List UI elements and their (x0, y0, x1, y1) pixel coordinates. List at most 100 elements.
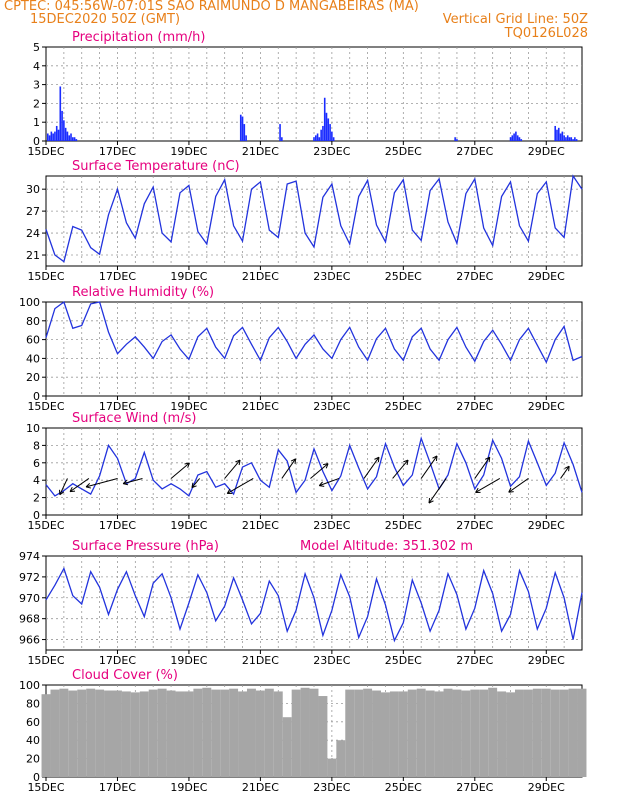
precip-ytick-label: 4 (33, 60, 40, 73)
wind-vector (508, 478, 529, 493)
pressure-ytick-label: 974 (19, 550, 40, 563)
cloud-xtick-label: 19DEC (170, 781, 207, 794)
precip-bar (314, 135, 317, 141)
precip-bar (61, 110, 63, 141)
wind-vector (281, 458, 297, 479)
wind-vector-shaft (428, 478, 447, 504)
wind-vector-head (508, 491, 514, 493)
precip-bar (572, 139, 574, 141)
wind-frame (45, 427, 583, 516)
precip-bar (279, 124, 281, 141)
wind-vector-head (187, 462, 190, 468)
wind-vector (226, 478, 254, 494)
cloud-bar (139, 691, 149, 777)
wind-xtick-label: 29DEC (528, 519, 565, 532)
wind-vector (170, 462, 190, 479)
cloud-bar (113, 690, 122, 777)
precip-bar (327, 118, 330, 141)
cloud-bar (309, 688, 319, 777)
wind-vector-shaft (319, 477, 340, 487)
cloud-ytick-label: 80 (26, 697, 40, 710)
precip-bar (322, 125, 324, 141)
precip-bar (245, 135, 247, 141)
cloud-bar (568, 688, 578, 777)
cloud-ytick-label: 0 (33, 771, 40, 784)
wind-vector-head (377, 457, 380, 463)
cloud-bar (220, 689, 230, 777)
temperature-xtick-label: 21DEC (242, 270, 279, 283)
humidity-xtick-label: 27DEC (456, 400, 493, 413)
cloud-bar (184, 691, 194, 777)
cloud-bar (175, 691, 185, 777)
wind-vector-shaft (85, 477, 118, 488)
precip-bar (318, 137, 321, 141)
precip-bar (568, 137, 571, 141)
wind-vector-shaft (310, 463, 329, 479)
cloud-bar (264, 688, 274, 777)
wind-ytick-label: 8 (33, 439, 40, 452)
cloud-xtick-label: 17DEC (99, 781, 136, 794)
precip-bar (71, 137, 74, 141)
wind-series-line (45, 436, 583, 497)
temperature-ytick-label: 30 (26, 183, 40, 196)
pressure-xtick-label: 17DEC (99, 654, 136, 667)
precip-ytick-label: 3 (33, 79, 40, 92)
temperature-xtick-label: 17DEC (99, 270, 136, 283)
wind-vector-head (435, 455, 438, 461)
cloud-bar (300, 687, 310, 777)
wind-vector-head (69, 490, 76, 493)
cloud-bar (416, 688, 426, 777)
humidity-xtick-label: 29DEC (528, 400, 565, 413)
precip-bar (70, 133, 72, 141)
cloud-ytick-label: 60 (26, 716, 40, 729)
wind-ytick-label: 10 (26, 422, 40, 435)
wind-vector (224, 459, 241, 479)
cloud-bar (59, 688, 69, 777)
pressure-xtick-label: 29DEC (528, 654, 565, 667)
cloud-bar (541, 688, 551, 777)
cloud-bar (229, 688, 239, 777)
cloud-xtick-label: 27DEC (456, 781, 493, 794)
cloud-bar (104, 690, 113, 777)
cloud-bar (407, 689, 417, 777)
wind-vector (191, 478, 201, 489)
wind-xtick-label: 17DEC (99, 519, 136, 532)
precip-bar (518, 137, 521, 141)
cloud-bar (291, 689, 301, 777)
precip-bar (323, 97, 326, 141)
precip-xtick-label: 21DEC (242, 145, 279, 158)
pressure-xtick-label: 23DEC (313, 654, 350, 667)
wind-vector (363, 456, 380, 479)
precip-bar (554, 125, 557, 141)
cloud-bar (77, 689, 87, 777)
wind-vector-head (428, 500, 434, 504)
wind-vector-head (403, 459, 409, 463)
humidity-ytick-label: 40 (26, 352, 40, 365)
wind-vector (85, 477, 118, 489)
precip-xtick-label: 17DEC (99, 145, 136, 158)
cloud-bar (559, 689, 569, 777)
cloud-bar (318, 696, 328, 777)
cloud-bar (488, 687, 498, 777)
cloud-bar (532, 688, 542, 777)
precip-bar (575, 139, 578, 141)
pressure-ytick-label: 968 (19, 613, 40, 626)
precip-title: Precipitation (mm/h) (72, 30, 205, 45)
wind-vector-shaft (392, 459, 409, 479)
precip-ytick-label: 0 (33, 135, 40, 148)
wind-vector-head (568, 466, 570, 472)
wind-vector-shaft (508, 478, 529, 493)
temperature-ytick-label: 24 (26, 227, 40, 240)
humidity-ytick-label: 20 (26, 371, 40, 384)
precip-bar (574, 137, 576, 141)
precip-bar (64, 127, 67, 141)
precip-bar (509, 137, 512, 141)
wind-vector-shaft (69, 478, 90, 493)
wind-vector-head (374, 456, 380, 460)
cloud-bar (327, 758, 337, 777)
cloud-bar (345, 689, 355, 777)
precip-xtick-label: 15DEC (27, 145, 64, 158)
humidity-ytick-label: 0 (33, 390, 40, 403)
wind-vector (475, 478, 501, 493)
pressure-series-line (45, 566, 583, 643)
